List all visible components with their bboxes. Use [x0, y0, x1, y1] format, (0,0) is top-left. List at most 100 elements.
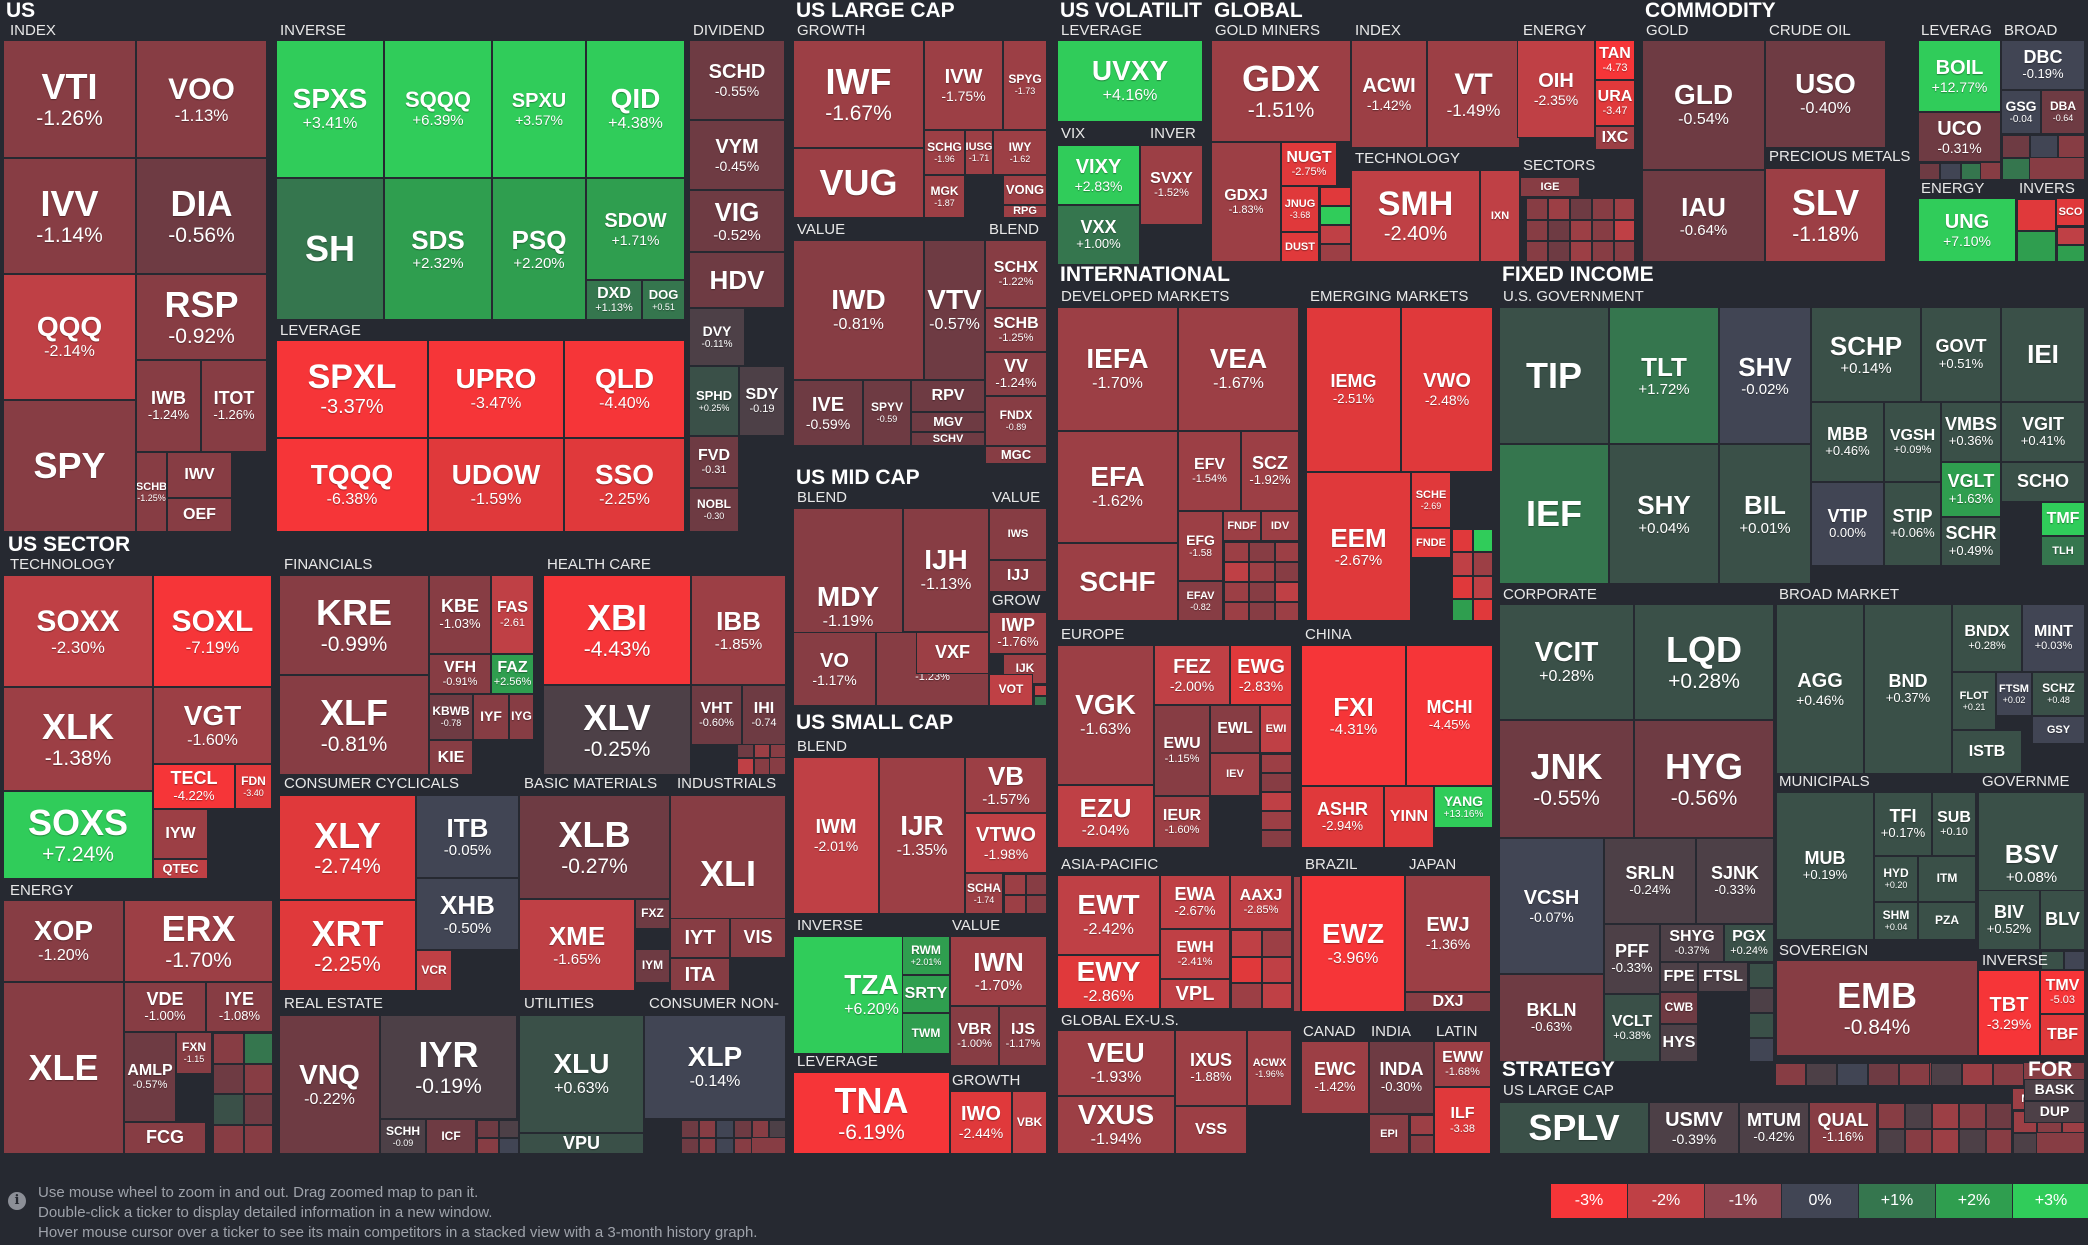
ticker-tile-uco[interactable]: UCO -0.31%: [1918, 112, 2001, 162]
ticker-cell[interactable]: [1261, 811, 1291, 830]
ticker-tile-nugt[interactable]: NUGT -2.75%: [1281, 142, 1337, 186]
ticker-tile-gsg[interactable]: GSG -0.04: [2001, 90, 2041, 134]
ticker-tile-xlp[interactable]: XLP -0.14%: [644, 1015, 786, 1119]
ticker-tile-ibb[interactable]: IBB -1.85%: [691, 575, 786, 685]
ticker-tile-vgt[interactable]: VGT -1.60%: [153, 687, 272, 764]
ticker-cell[interactable]: [1749, 988, 1773, 1013]
ticker-tile-fxz[interactable]: FXZ: [635, 899, 670, 929]
ticker-tile-vbk[interactable]: VBK: [1012, 1091, 1047, 1154]
ticker-tile-vglt[interactable]: VGLT +1.63%: [1941, 462, 2001, 517]
ticker-tile-vcsh[interactable]: VCSH -0.07%: [1499, 838, 1604, 974]
ticker-tile-gld[interactable]: GLD -0.54%: [1642, 40, 1765, 170]
ticker-tile-iau[interactable]: IAU -0.64%: [1642, 170, 1765, 262]
ticker-tile-udow[interactable]: UDOW -1.59%: [428, 438, 564, 532]
ticker-cell[interactable]: [1231, 930, 1262, 957]
ticker-cluster[interactable]: [1260, 753, 1292, 848]
ticker-tile-ief[interactable]: IEF: [1499, 444, 1609, 584]
ticker-tile-dxj[interactable]: DXJ: [1405, 992, 1491, 1012]
ticker-tile-vcit[interactable]: VCIT +0.28%: [1499, 604, 1634, 720]
ticker-cell[interactable]: [1592, 198, 1614, 220]
ticker-tile-boil[interactable]: BOIL +12.77%: [1918, 40, 2001, 112]
ticker-tile-rsp[interactable]: RSP -0.92%: [136, 274, 267, 360]
ticker-tile-hdv[interactable]: HDV: [689, 252, 785, 308]
ticker-tile-tlh[interactable]: TLH: [2041, 536, 2085, 566]
ticker-tile-rwm[interactable]: RWM +2.01%: [902, 936, 950, 975]
ticker-tile-slv[interactable]: SLV -1.18%: [1765, 168, 1886, 262]
ticker-tile-schx[interactable]: SCHX -1.22%: [985, 240, 1047, 308]
ticker-tile-iyf[interactable]: IYF: [473, 694, 509, 740]
ticker-tile-fez[interactable]: FEZ -2.00%: [1154, 645, 1230, 705]
ticker-tile-ilf[interactable]: ILF -3.38: [1434, 1087, 1491, 1154]
ticker-tile-hys[interactable]: HYS: [1660, 1024, 1698, 1062]
ticker-tile-mbb[interactable]: MBB +0.46%: [1811, 402, 1884, 482]
ticker-cell[interactable]: [1548, 241, 1570, 261]
ticker-cell[interactable]: [213, 1124, 244, 1153]
ticker-cell[interactable]: [1473, 575, 1492, 599]
ticker-cluster[interactable]: [2001, 134, 2085, 180]
ticker-tile-vo[interactable]: VO -1.17%: [793, 632, 876, 706]
ticker-tile-epi[interactable]: EPI: [1369, 1114, 1409, 1154]
ticker-cell[interactable]: [1224, 602, 1250, 620]
ticker-tile-tip[interactable]: TIP: [1499, 307, 1609, 444]
ticker-cell[interactable]: [1905, 1129, 1932, 1153]
ticker-cell[interactable]: [1959, 1129, 1986, 1153]
ticker-tile-fnde[interactable]: FNDE: [1411, 528, 1451, 558]
ticker-tile-biv[interactable]: BIV +0.52%: [1978, 890, 2040, 950]
ticker-cell[interactable]: [1004, 874, 1026, 895]
ticker-cell[interactable]: [1231, 983, 1262, 1008]
ticker-tile-tqqq[interactable]: TQQQ -6.38%: [276, 438, 428, 532]
ticker-cell[interactable]: [1592, 219, 1614, 242]
ticker-cell[interactable]: [716, 1120, 734, 1138]
ticker-cluster[interactable]: [1409, 1114, 1434, 1154]
ticker-tile-tna[interactable]: TNA -6.19%: [793, 1072, 950, 1154]
ticker-cell[interactable]: [2017, 231, 2055, 261]
ticker-cell[interactable]: [1570, 198, 1592, 220]
ticker-tile-faz[interactable]: FAZ +2.56%: [491, 654, 534, 694]
ticker-cell[interactable]: [1614, 198, 1634, 220]
ticker-tile-tbf[interactable]: TBF: [2040, 1014, 2085, 1056]
ticker-tile-rpv[interactable]: RPV: [911, 380, 985, 412]
ticker-tile-ixn[interactable]: IXN: [1480, 170, 1520, 262]
ticker-tile-vnq[interactable]: VNQ -0.22%: [279, 1015, 380, 1154]
ticker-tile-vym[interactable]: VYM -0.45%: [689, 120, 785, 190]
ticker-cell[interactable]: [213, 1033, 244, 1064]
ticker-tile-ivw[interactable]: IVW -1.75%: [924, 40, 1003, 130]
ticker-cell[interactable]: [1410, 1115, 1433, 1135]
ticker-tile-usmv[interactable]: USMV -0.39%: [1649, 1102, 1739, 1154]
ticker-tile-vde[interactable]: VDE -1.00%: [124, 982, 206, 1032]
ticker-cell[interactable]: [1992, 1063, 2024, 1085]
ticker-cell[interactable]: [2063, 951, 2084, 969]
ticker-tile-shv[interactable]: SHV -0.02%: [1719, 307, 1811, 444]
ticker-tile-spxs[interactable]: SPXS +3.41%: [276, 40, 384, 178]
ticker-tile-iwf[interactable]: IWF -1.67%: [793, 40, 924, 148]
ticker-tile-mtum[interactable]: MTUM -0.42%: [1739, 1102, 1809, 1154]
ticker-tile-vong[interactable]: VONG: [1003, 175, 1047, 205]
ticker-tile-oef[interactable]: OEF: [167, 498, 232, 532]
ticker-tile-vss[interactable]: VSS: [1175, 1106, 1247, 1154]
ticker-tile-twm[interactable]: TWM: [902, 1013, 950, 1054]
ticker-tile-schp[interactable]: SCHP +0.14%: [1811, 307, 1921, 402]
ticker-cell[interactable]: [1026, 874, 1046, 895]
ticker-cluster[interactable]: [2016, 198, 2056, 262]
ticker-cell[interactable]: [1526, 241, 1548, 261]
ticker-cell[interactable]: [498, 1120, 518, 1138]
ticker-tile-itm[interactable]: ITM: [1918, 856, 1976, 902]
ticker-tile-ewh[interactable]: EWH -2.41%: [1160, 929, 1230, 979]
ticker-tile-sqqq[interactable]: SQQQ +6.39%: [384, 40, 492, 178]
ticker-tile-gdx[interactable]: GDX -1.51%: [1211, 40, 1351, 142]
ticker-tile-soxx[interactable]: SOXX -2.30%: [3, 575, 153, 687]
ticker-cell[interactable]: [1939, 163, 1961, 179]
ticker-tile-iym[interactable]: IYM: [635, 949, 670, 983]
ticker-tile-veu[interactable]: VEU -1.93%: [1057, 1030, 1175, 1096]
ticker-tile-ixc[interactable]: IXC: [1595, 126, 1635, 150]
ticker-cluster[interactable]: [476, 1119, 519, 1154]
ticker-cell[interactable]: [1224, 542, 1250, 562]
ticker-cell[interactable]: [1749, 1038, 1773, 1061]
ticker-cell[interactable]: [1592, 241, 1614, 261]
ticker-tile-shyg[interactable]: SHYG -0.37%: [1660, 924, 1724, 962]
ticker-tile-ftsl[interactable]: FTSL: [1698, 962, 1748, 992]
ticker-tile-fndf[interactable]: FNDF: [1223, 511, 1261, 541]
ticker-cell[interactable]: [2058, 135, 2084, 158]
ticker-cell[interactable]: [1868, 1063, 1900, 1085]
ticker-tile-schd[interactable]: SCHD -0.55%: [689, 40, 785, 120]
